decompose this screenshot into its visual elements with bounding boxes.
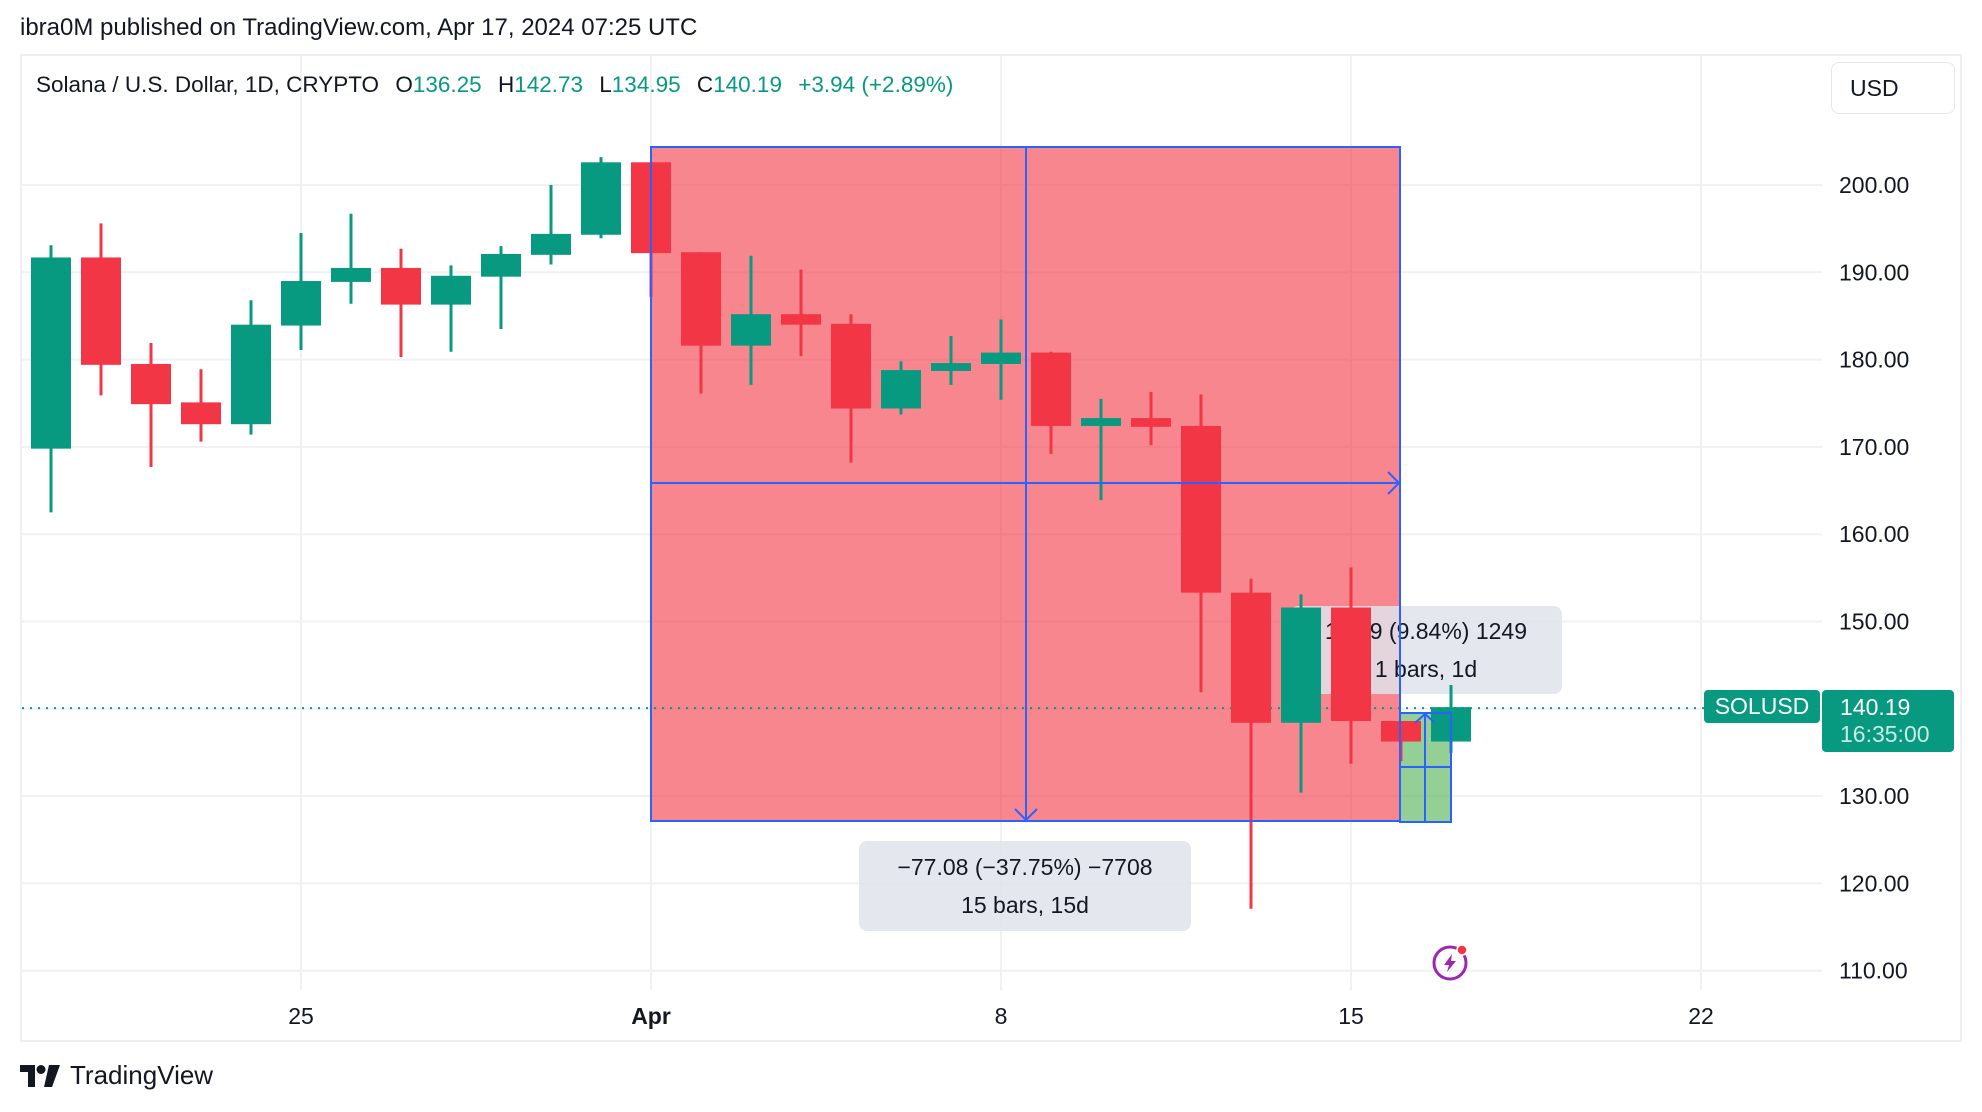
open-key: O: [395, 72, 413, 97]
time-axis-label: Apr: [631, 1003, 671, 1029]
last-price-value: 140.19: [1840, 694, 1954, 721]
high-value: 142.73: [514, 72, 583, 97]
last-price-tag: 140.19 16:35:00: [1822, 690, 1954, 752]
currency-button[interactable]: USD: [1831, 62, 1955, 114]
change-value: +3.94 (+2.89%): [798, 72, 953, 97]
high-key: H: [498, 72, 514, 97]
price-axis-label: 180.00: [1839, 347, 1909, 373]
close-value: 140.19: [713, 72, 782, 97]
price-axis-label: 150.00: [1839, 609, 1909, 635]
measure-small-line1: 12.49 (9.84%) 1249: [1290, 612, 1562, 650]
price-chart[interactable]: 200.00 190.00 180.00 170.00 160.00 150.00 130.…: [0, 0, 1982, 1112]
time-axis-label: 25: [288, 1003, 314, 1029]
price-axis-label: 160.00: [1839, 521, 1909, 547]
measure-main-line2: 15 bars, 15d: [859, 886, 1191, 924]
symbol-tag: SOLUSD: [1704, 690, 1820, 723]
brand-name: TradingView: [70, 1060, 213, 1091]
low-value: 134.95: [612, 72, 681, 97]
measure-small-line2: 1 bars, 1d: [1290, 650, 1562, 688]
measure-main-line1: −77.08 (−37.75%) −7708: [859, 848, 1191, 886]
price-axis-label: 130.00: [1839, 783, 1909, 809]
price-axis-label: 190.00: [1839, 259, 1909, 285]
measure-label-small: 12.49 (9.84%) 1249 1 bars, 1d: [1290, 606, 1562, 694]
symbol-description[interactable]: Solana / U.S. Dollar, 1D, CRYPTO: [36, 72, 379, 97]
open-value: 136.25: [413, 72, 482, 97]
time-axis-label: 22: [1688, 1003, 1714, 1029]
tradingview-logo-icon: [20, 1065, 60, 1087]
price-axis-label: 110.00: [1839, 958, 1908, 984]
lightning-alert-icon[interactable]: [1430, 942, 1470, 982]
measure-box-down: [651, 147, 1400, 821]
low-key: L: [599, 72, 612, 97]
symbol-legend: Solana / U.S. Dollar, 1D, CRYPTO O136.25…: [36, 72, 953, 98]
price-axis-label: 120.00: [1839, 870, 1909, 896]
time-axis-label: 15: [1338, 1003, 1364, 1029]
close-key: C: [697, 72, 713, 97]
price-axis-label: 200.00: [1839, 172, 1909, 198]
measure-label-main: −77.08 (−37.75%) −7708 15 bars, 15d: [859, 841, 1191, 931]
bar-countdown: 16:35:00: [1840, 721, 1954, 748]
time-axis-label: 8: [995, 1003, 1008, 1029]
price-axis-label: 170.00: [1839, 434, 1909, 460]
footer-brand: TradingView: [20, 1060, 213, 1091]
measure-box-up: [1400, 713, 1451, 822]
